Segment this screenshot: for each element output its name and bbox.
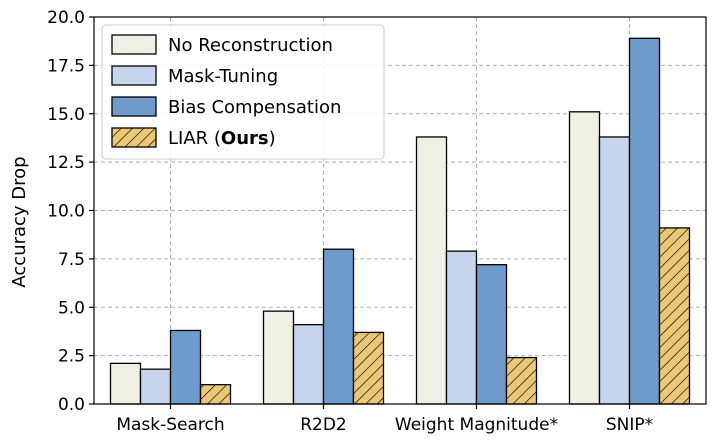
y-tick-label: 0.0 xyxy=(58,395,85,415)
bar-bias-compensation-r2d2 xyxy=(322,248,355,405)
x-axis-ticks: Mask-Search R2D2 Weight Magnitude* SNIP* xyxy=(116,404,653,435)
bar-bias-compensation-weight-magnitude xyxy=(475,264,508,405)
legend-label-bold: Ours xyxy=(221,128,269,149)
legend-label: LIAR (Ours) xyxy=(168,128,276,149)
bar-no-reconstruction-r2d2 xyxy=(262,310,295,405)
x-tick-label: R2D2 xyxy=(300,415,347,435)
y-tick-label: 7.5 xyxy=(58,250,85,270)
legend-label: No Reconstruction xyxy=(168,35,333,56)
bar-mask-tuning-r2d2 xyxy=(292,324,325,405)
legend-label-suffix: ) xyxy=(269,128,276,149)
bar-mask-tuning-mask-search xyxy=(139,368,172,405)
x-tick-label: SNIP* xyxy=(606,415,653,435)
y-tick-label: 17.5 xyxy=(47,56,85,76)
legend: No Reconstruction Mask-Tuning Bias Compens… xyxy=(101,24,385,160)
legend-swatch xyxy=(111,65,157,86)
bar-liar-ours-snip xyxy=(658,227,691,405)
bar-mask-tuning-snip xyxy=(598,136,631,405)
legend-label: Mask-Tuning xyxy=(168,66,278,87)
y-tick-label: 2.5 xyxy=(58,347,85,367)
legend-swatch xyxy=(111,96,157,117)
bar-mask-tuning-weight-magnitude xyxy=(445,250,478,405)
legend-label: Bias Compensation xyxy=(168,97,341,118)
y-tick-label: 5.0 xyxy=(58,298,85,318)
bar-liar-ours-weight-magnitude xyxy=(505,356,538,405)
bar-liar-ours-r2d2 xyxy=(352,331,385,405)
bars xyxy=(109,37,691,405)
bar-bias-compensation-snip xyxy=(628,37,661,405)
plot-frame xyxy=(93,16,707,405)
legend-label-prefix: LIAR ( xyxy=(168,128,221,149)
bar-no-reconstruction-snip xyxy=(568,111,601,405)
bar-bias-compensation-mask-search xyxy=(169,329,202,405)
bar-no-reconstruction-mask-search xyxy=(109,362,142,405)
y-tick-label: 15.0 xyxy=(47,105,85,125)
y-tick-label: 10.0 xyxy=(47,202,85,222)
y-tick-label: 12.5 xyxy=(47,153,85,173)
legend-swatch xyxy=(111,34,157,55)
x-tick-label: Weight Magnitude* xyxy=(395,415,558,435)
bar-liar-ours-mask-search xyxy=(199,383,232,405)
x-tick-label: Mask-Search xyxy=(116,415,224,435)
y-tick-label: 20.0 xyxy=(47,8,85,28)
legend-swatch xyxy=(111,127,157,148)
y-axis-ticks: 0.0 2.5 5.0 7.5 10.0 12.5 15.0 17.5 20.0 xyxy=(47,8,94,415)
legend-frame xyxy=(101,24,385,160)
bar-no-reconstruction-weight-magnitude xyxy=(415,136,448,405)
y-axis-label: Accuracy Drop xyxy=(9,156,30,287)
